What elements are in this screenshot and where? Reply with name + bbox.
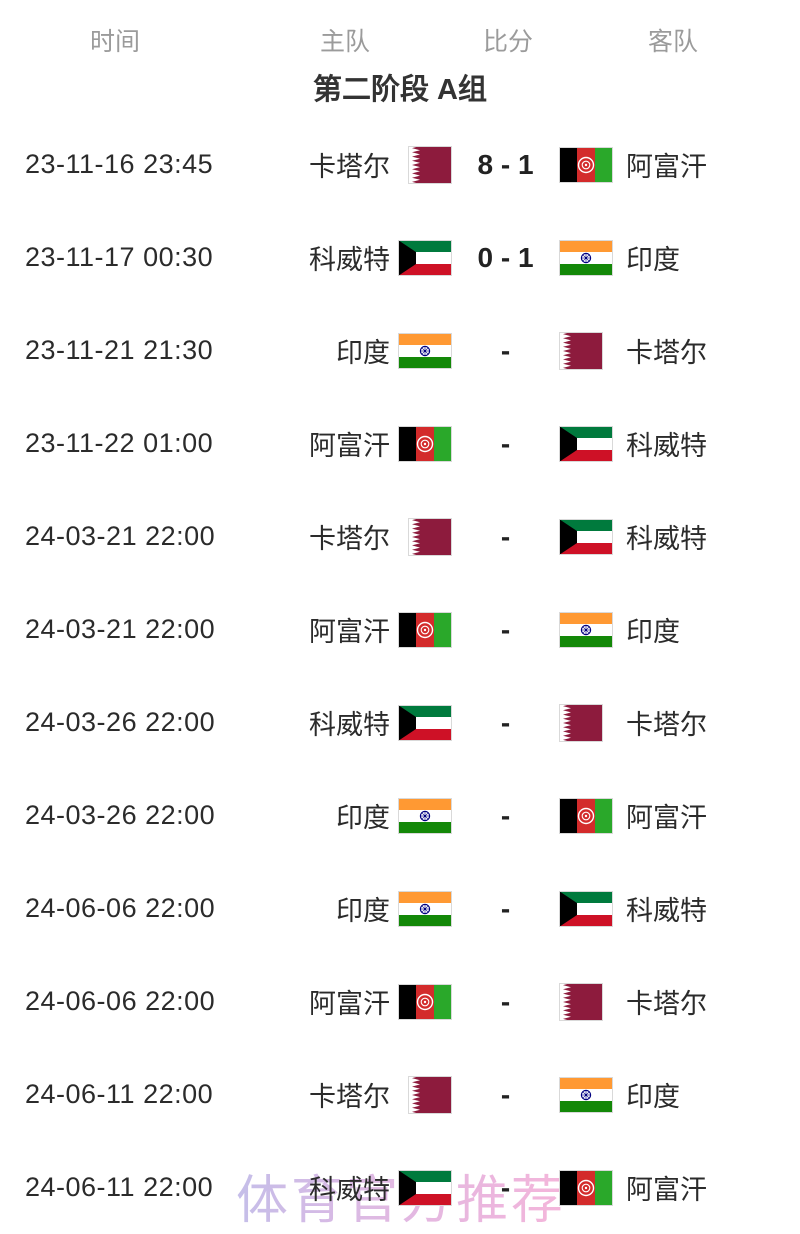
match-row[interactable]: 24-03-21 22:00 卡塔尔 - 科威特 [0, 490, 800, 583]
match-time: 23-11-16 23:45 [25, 149, 214, 179]
away-team-name: 科威特 [626, 524, 707, 554]
match-score: - [500, 613, 511, 645]
away-team-name: 卡塔尔 [626, 710, 707, 740]
match-time: 24-03-21 22:00 [25, 614, 216, 644]
away-team-name: 阿富汗 [626, 803, 707, 833]
match-time: 24-03-26 22:00 [25, 707, 216, 737]
match-row[interactable]: 23-11-17 00:30 科威特 0 - 1 印度 [0, 211, 800, 304]
home-team-name: 科威特 [309, 710, 390, 740]
match-score: - [500, 892, 511, 924]
away-team-name: 阿富汗 [626, 1175, 707, 1205]
away-team-name: 阿富汗 [626, 152, 707, 182]
table-header: 时间 主队 比分 客队 [0, 0, 800, 64]
match-time: 24-06-06 22:00 [25, 893, 216, 923]
match-row[interactable]: 24-03-26 22:00 印度 - 阿富汗 [0, 769, 800, 862]
match-row[interactable]: 24-06-06 22:00 阿富汗 - 卡塔尔 [0, 955, 800, 1048]
match-time: 24-03-26 22:00 [25, 800, 216, 830]
india-flag-icon [390, 332, 452, 369]
home-team-name: 科威特 [309, 245, 390, 275]
match-row[interactable]: 24-06-11 22:00 卡塔尔 - 印度 [0, 1048, 800, 1141]
match-row[interactable]: 24-06-06 22:00 印度 - 科威特 [0, 862, 800, 955]
qatar-flag-icon [559, 703, 617, 742]
match-row[interactable]: 23-11-16 23:45 卡塔尔 8 - 1 阿富汗 [0, 118, 800, 211]
match-row[interactable]: 23-11-21 21:30 印度 - 卡塔尔 [0, 304, 800, 397]
section-title: 第二阶段 A组 [312, 74, 487, 106]
kuwait-flag-icon [559, 518, 617, 555]
afghanistan-flag-icon [559, 1169, 617, 1206]
india-flag-icon [559, 239, 617, 276]
column-header-home: 主队 [319, 28, 370, 56]
match-row[interactable]: 24-06-11 22:00 科威特 - 阿富汗 [0, 1141, 800, 1234]
column-header-score: 比分 [482, 28, 533, 56]
match-score: - [500, 520, 511, 552]
qatar-flag-icon [559, 331, 617, 370]
away-team-name: 印度 [626, 1082, 680, 1112]
match-score: - [500, 706, 511, 738]
match-time: 23-11-21 21:30 [25, 335, 214, 365]
afghanistan-flag-icon [559, 797, 617, 834]
home-team-name: 阿富汗 [309, 989, 390, 1019]
match-time: 24-06-11 22:00 [25, 1079, 214, 1109]
away-team-name: 科威特 [626, 431, 707, 461]
home-team-name: 印度 [336, 896, 390, 926]
afghanistan-flag-icon [390, 425, 452, 462]
home-team-name: 印度 [336, 338, 390, 368]
home-team-name: 卡塔尔 [309, 524, 390, 554]
match-time: 23-11-22 01:00 [25, 428, 214, 458]
qatar-flag-icon [390, 145, 452, 184]
match-score: - [500, 334, 511, 366]
india-flag-icon [390, 890, 452, 927]
match-score: - [500, 427, 511, 459]
match-row[interactable]: 23-11-22 01:00 阿富汗 - 科威特 [0, 397, 800, 490]
home-team-name: 卡塔尔 [309, 1082, 390, 1112]
column-header-time: 时间 [89, 28, 140, 56]
match-score: - [500, 985, 511, 1017]
away-team-name: 科威特 [626, 896, 707, 926]
column-header-away: 客队 [647, 28, 698, 56]
match-score: - [500, 1078, 511, 1110]
home-team-name: 阿富汗 [309, 431, 390, 461]
kuwait-flag-icon [390, 704, 452, 741]
away-team-name: 印度 [626, 617, 680, 647]
match-list: 23-11-16 23:45 卡塔尔 8 - 1 阿富汗 23-11-17 00… [0, 118, 800, 1234]
india-flag-icon [559, 611, 617, 648]
kuwait-flag-icon [390, 1169, 452, 1206]
afghanistan-flag-icon [559, 146, 617, 183]
qatar-flag-icon [559, 982, 617, 1021]
qatar-flag-icon [390, 1075, 452, 1114]
kuwait-flag-icon [390, 239, 452, 276]
india-flag-icon [559, 1076, 617, 1113]
match-score: 8 - 1 [477, 148, 534, 180]
match-time: 24-03-21 22:00 [25, 521, 216, 551]
home-team-name: 科威特 [309, 1175, 390, 1205]
match-score: - [500, 1171, 511, 1203]
match-time: 23-11-17 00:30 [25, 242, 214, 272]
kuwait-flag-icon [559, 890, 617, 927]
kuwait-flag-icon [559, 425, 617, 462]
home-team-name: 阿富汗 [309, 617, 390, 647]
match-row[interactable]: 24-03-21 22:00 阿富汗 - 印度 [0, 583, 800, 676]
away-team-name: 卡塔尔 [626, 338, 707, 368]
match-score: - [500, 799, 511, 831]
qatar-flag-icon [390, 517, 452, 556]
afghanistan-flag-icon [390, 983, 452, 1020]
match-row[interactable]: 24-03-26 22:00 科威特 - 卡塔尔 [0, 676, 800, 769]
afghanistan-flag-icon [390, 611, 452, 648]
india-flag-icon [390, 797, 452, 834]
match-time: 24-06-06 22:00 [25, 986, 216, 1016]
home-team-name: 卡塔尔 [309, 152, 390, 182]
match-score: 0 - 1 [477, 241, 534, 273]
away-team-name: 印度 [626, 245, 680, 275]
away-team-name: 卡塔尔 [626, 989, 707, 1019]
match-time: 24-06-11 22:00 [25, 1172, 214, 1202]
home-team-name: 印度 [336, 803, 390, 833]
